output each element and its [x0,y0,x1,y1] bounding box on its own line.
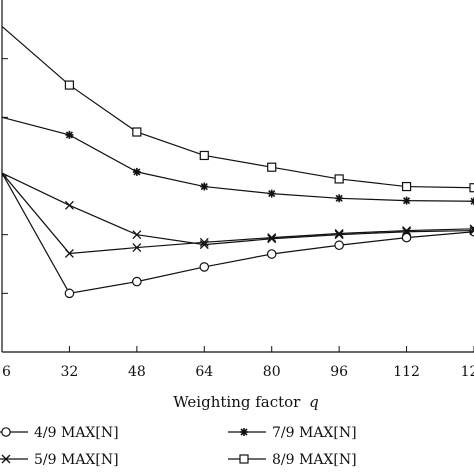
series-7-9-point [267,189,276,198]
legend-label: 5/9 MAX[N] [34,452,119,468]
series-5-9-point [334,229,344,238]
series-4-9-point [199,262,210,272]
series-8-9 [1,25,474,193]
legend-marker [1,427,11,437]
x-axis-title-main: Weighting factor [173,393,301,411]
legend-item: 5/9 MAX[N] [0,452,119,468]
legend: 4/9 MAX[N] 5/9 MAX[N] 7/9 MAX[N] 8/9 MAX[N] [0,425,357,468]
legend-marker [239,454,249,464]
x-tick-label: 32 [61,364,79,380]
series-5-9-line [1,172,474,255]
series-5-9-alt-point [199,240,209,250]
series-8-9-point [267,162,277,172]
series-5-9-alt-point [402,227,412,237]
legend-marker [1,454,11,464]
legend-item: 7/9 MAX[N] [228,425,357,441]
series-5-9 [1,172,474,258]
series-8-9-point [199,150,209,161]
x-tick-label: 80 [263,364,281,380]
series-5-9-alt-point [334,230,344,240]
series-5-9-alt-point [64,200,74,210]
series-5-9-alt [1,172,474,250]
legend-label: 4/9 MAX[N] [34,425,119,441]
series-7-9 [1,116,474,206]
series-8-9-point [469,183,474,193]
series-8-9-point [334,174,344,184]
x-tick-label: 128 [461,364,474,380]
legend-marker [240,428,248,436]
series-7-9-point [65,130,74,139]
series-4-9-point [334,240,344,251]
x-tick-label: 112 [393,364,420,380]
series-4-9 [1,172,474,299]
x-tick-label: 48 [128,364,146,380]
series-7-9-point [200,182,209,191]
series-5-9-alt-line [1,172,474,246]
series-5-9-alt-point [132,230,142,240]
series-8-9-point [132,127,142,137]
series-7-9-point [132,167,141,176]
x-axis-title: Weighting factor q [173,393,319,411]
series-7-9-point [402,196,411,205]
legend-label: 7/9 MAX[N] [272,425,357,441]
series-5-9-point [402,226,412,236]
series-5-9-alt-point [469,226,474,236]
x-tick-label: 96 [330,364,348,380]
legend-label: 8/9 MAX[N] [272,452,357,468]
series-8-9-line [1,25,474,189]
x-tick-label: 16 [0,364,11,380]
series-4-9-point [64,288,75,299]
series-5-9-point [469,224,474,234]
x-tick-label: 64 [195,364,213,380]
series-4-9-point [401,232,412,243]
legend-item: 4/9 MAX[N] [0,425,119,441]
series-8-9-point [64,80,75,90]
series-layer [1,25,474,299]
series-5-9-alt-point [267,234,277,244]
legend-item: 8/9 MAX[N] [228,452,357,468]
plot-frame [1,0,474,353]
series-5-9-point [132,243,142,253]
x-axis-ticks: 16 32 48 64 80 96 112 128 [0,346,474,380]
series-4-9-line [1,172,474,294]
series-4-9-point [132,276,142,287]
series-8-9-point [401,181,412,192]
series-5-9-point [64,248,74,258]
series-7-9-point [470,197,474,206]
series-7-9-line [1,116,474,202]
series-5-9-point [267,233,277,243]
series-4-9-point [266,249,277,259]
series-7-9-point [335,194,344,203]
x-axis-title-var: q [309,393,319,411]
